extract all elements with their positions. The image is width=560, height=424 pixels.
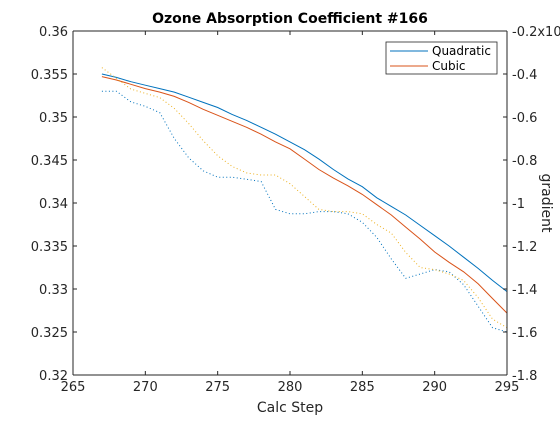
plot-area — [73, 31, 507, 375]
x-tick-label: 275 — [205, 380, 230, 395]
legend-box — [385, 41, 498, 75]
chart-title: Ozone Absorption Coefficient #166 — [152, 11, 428, 27]
y2-tick-label: -1.2 — [512, 240, 537, 255]
y-tick-label: 0.35 — [39, 111, 68, 126]
legend-cubic-label: Cubic — [432, 59, 466, 73]
y-tick-label: 0.32 — [39, 369, 68, 384]
x-tick-label: 285 — [350, 380, 375, 395]
x-tick-label: 270 — [133, 380, 158, 395]
series-line-cubic-gradient — [101, 67, 508, 329]
legend: Quadratic Cubic — [385, 41, 498, 75]
y-tick-label: 0.345 — [31, 154, 68, 169]
series-line-quadratic-gradient — [101, 90, 508, 333]
y2-tick-label: -1.4 — [512, 283, 537, 298]
y2-tick-label: -0.2x10 — [512, 25, 560, 40]
y-tick-label: 0.34 — [39, 197, 68, 212]
y2-tick-label: -1.6 — [512, 326, 537, 341]
y2-tick-label: -0.6 — [512, 111, 537, 126]
series-layer — [101, 67, 508, 333]
y-tick-label: 0.355 — [31, 68, 68, 83]
x-tick-label: 265 — [61, 380, 86, 395]
y2-axis-label: gradient — [538, 174, 554, 233]
x-tick-label: 295 — [495, 380, 520, 395]
series-line-quadratic — [101, 73, 508, 292]
series-line-cubic — [101, 76, 508, 314]
y2-tick-label: -1 — [512, 197, 525, 212]
y2-tick-label: -1.8 — [512, 369, 537, 384]
y-tick-label: 0.325 — [31, 326, 68, 341]
legend-quadratic-label: Quadratic — [432, 44, 491, 58]
y2-tick-label: -0.8 — [512, 154, 537, 169]
y2-tick-label: -0.4 — [512, 68, 537, 83]
x-axis-label: Calc Step — [257, 400, 323, 416]
y-tick-label: 0.335 — [31, 240, 68, 255]
ticks-layer: 265 270 275 280 285 290 295 0.32 0.325 0.33 0.335 0… — [31, 25, 560, 395]
y-tick-label: 0.36 — [39, 25, 68, 40]
x-tick-label: 290 — [422, 380, 447, 395]
x-tick-label: 280 — [278, 380, 303, 395]
y-tick-label: 0.33 — [39, 283, 68, 298]
